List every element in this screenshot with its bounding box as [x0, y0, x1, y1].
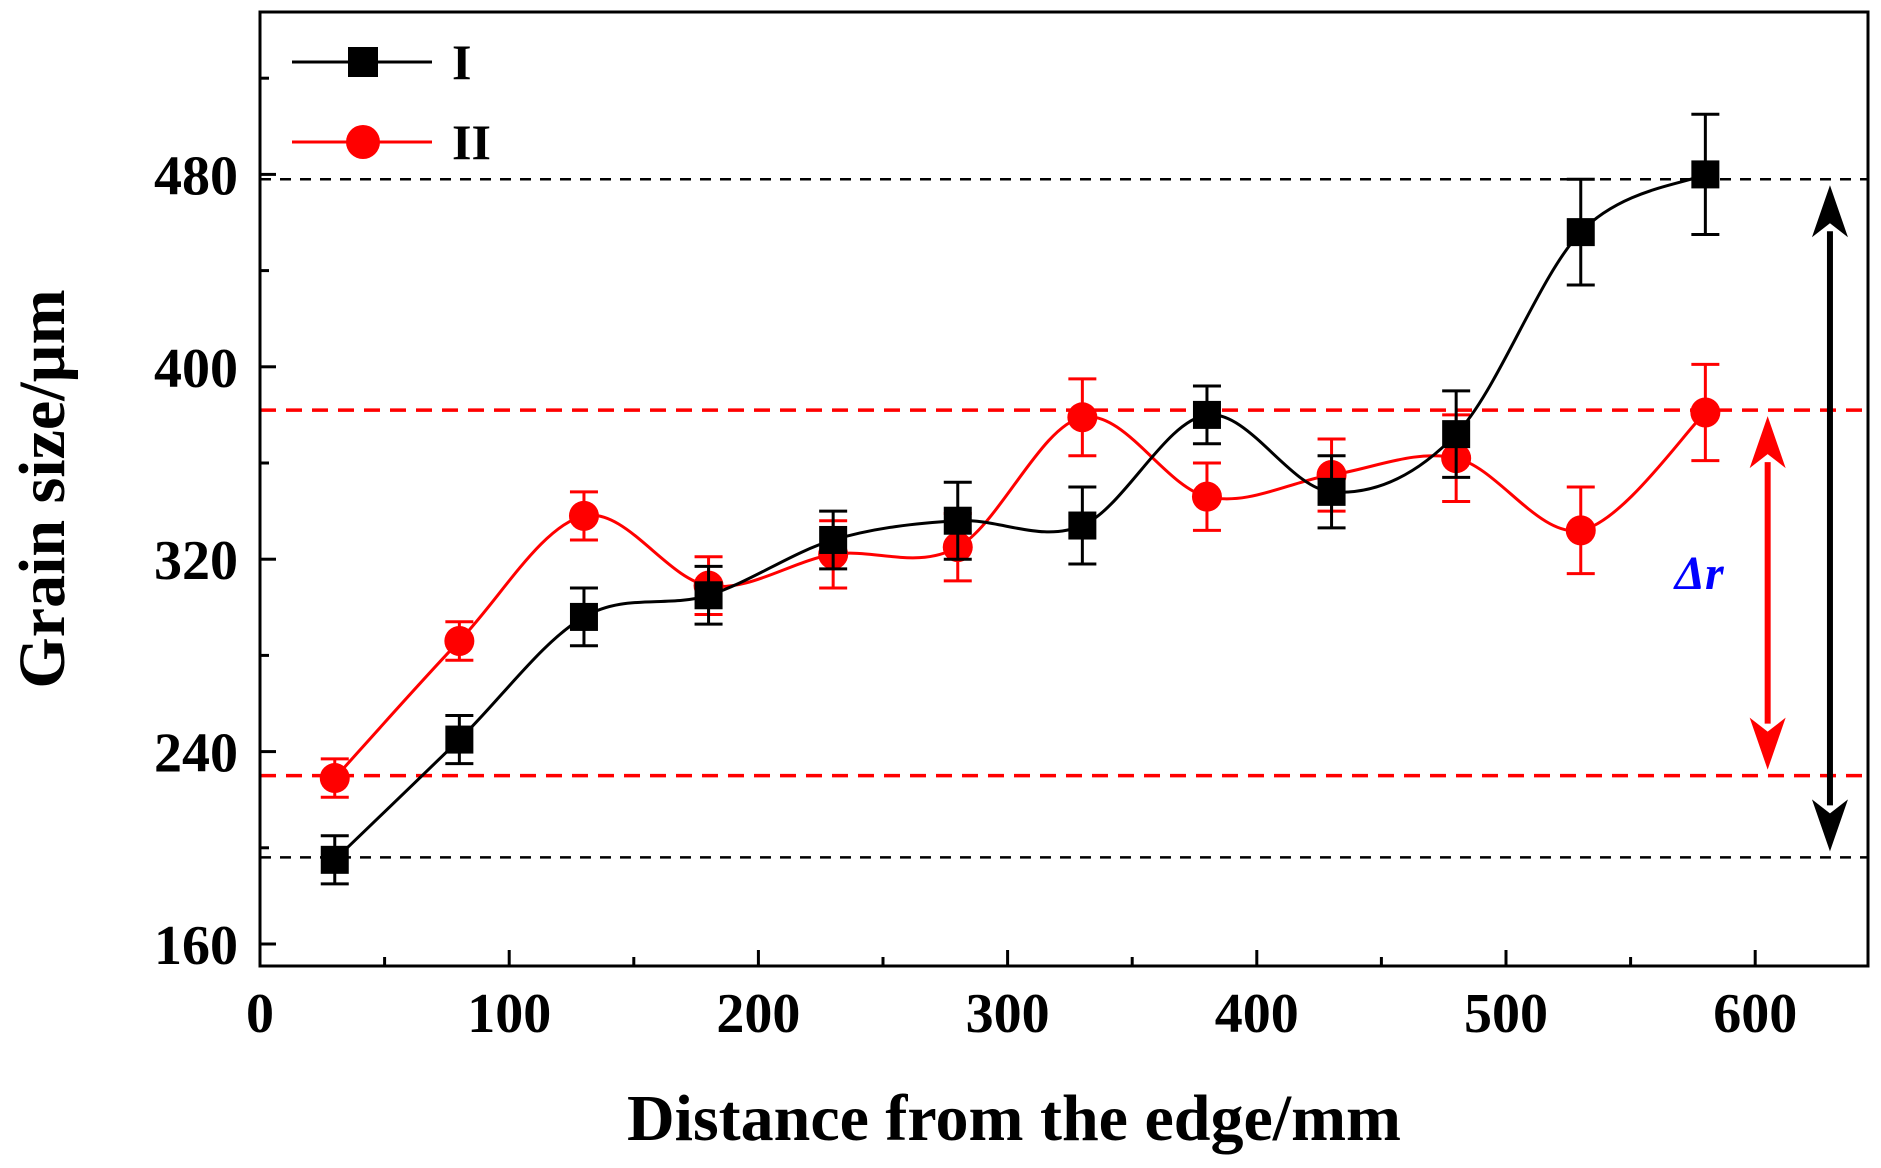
x-tick-label: 300 — [966, 983, 1050, 1045]
legend: I II — [292, 34, 491, 170]
data-point — [694, 581, 723, 610]
arrow-head-down — [1811, 799, 1848, 852]
x-tick-label: 0 — [246, 983, 274, 1045]
arrow-head-down — [1749, 717, 1786, 770]
data-point — [1690, 397, 1721, 428]
arrow-head-up — [1811, 185, 1848, 238]
data-point — [1068, 511, 1097, 540]
y-tick-label: 320 — [154, 530, 238, 592]
delta-r-annotation: Δr — [1673, 547, 1725, 600]
data-point — [943, 506, 972, 535]
y-tick-label: 480 — [154, 145, 238, 207]
series-II — [319, 362, 1721, 799]
series-line — [333, 173, 1706, 861]
legend-label-II: II — [452, 114, 491, 170]
data-point — [445, 725, 474, 754]
data-point — [1191, 481, 1222, 512]
data-point — [1067, 402, 1098, 433]
arrow-head-up — [1749, 416, 1786, 469]
data-point — [568, 500, 599, 531]
y-tick-label: 240 — [154, 723, 238, 785]
data-point — [320, 845, 349, 874]
series-line — [333, 411, 1707, 780]
x-tick-label: 200 — [716, 983, 800, 1045]
x-tick-label: 600 — [1713, 983, 1797, 1045]
y-tick-label: 160 — [154, 915, 238, 977]
data-point — [819, 525, 848, 554]
y-tick-label: 400 — [154, 338, 238, 400]
x-tick-label: 100 — [467, 983, 551, 1045]
data-point — [1566, 218, 1595, 247]
reference-lines — [260, 177, 1868, 859]
y-axis-title: Grain size/µm — [6, 289, 79, 688]
data-point — [1442, 420, 1471, 449]
data-point — [1565, 515, 1596, 546]
legend-marker-circle — [346, 125, 380, 159]
data-point — [444, 625, 475, 656]
data-point — [1192, 400, 1221, 429]
x-tick-label: 500 — [1464, 983, 1548, 1045]
plot-frame — [258, 10, 1870, 968]
series-I — [320, 112, 1720, 886]
range-arrows — [1749, 185, 1848, 852]
data-point — [319, 763, 350, 794]
data-point — [1317, 477, 1346, 506]
x-axis-title: Distance from the edge/mm — [627, 1082, 1401, 1155]
legend-marker-square — [348, 47, 378, 77]
axis-ticks: 0 100 200 300 400 500 600 160 240 320 400 480 — [154, 76, 1797, 1045]
data-series — [319, 112, 1721, 886]
x-tick-label: 400 — [1215, 983, 1299, 1045]
data-point — [1691, 160, 1720, 189]
data-point — [569, 602, 598, 631]
legend-label-I: I — [452, 34, 471, 90]
